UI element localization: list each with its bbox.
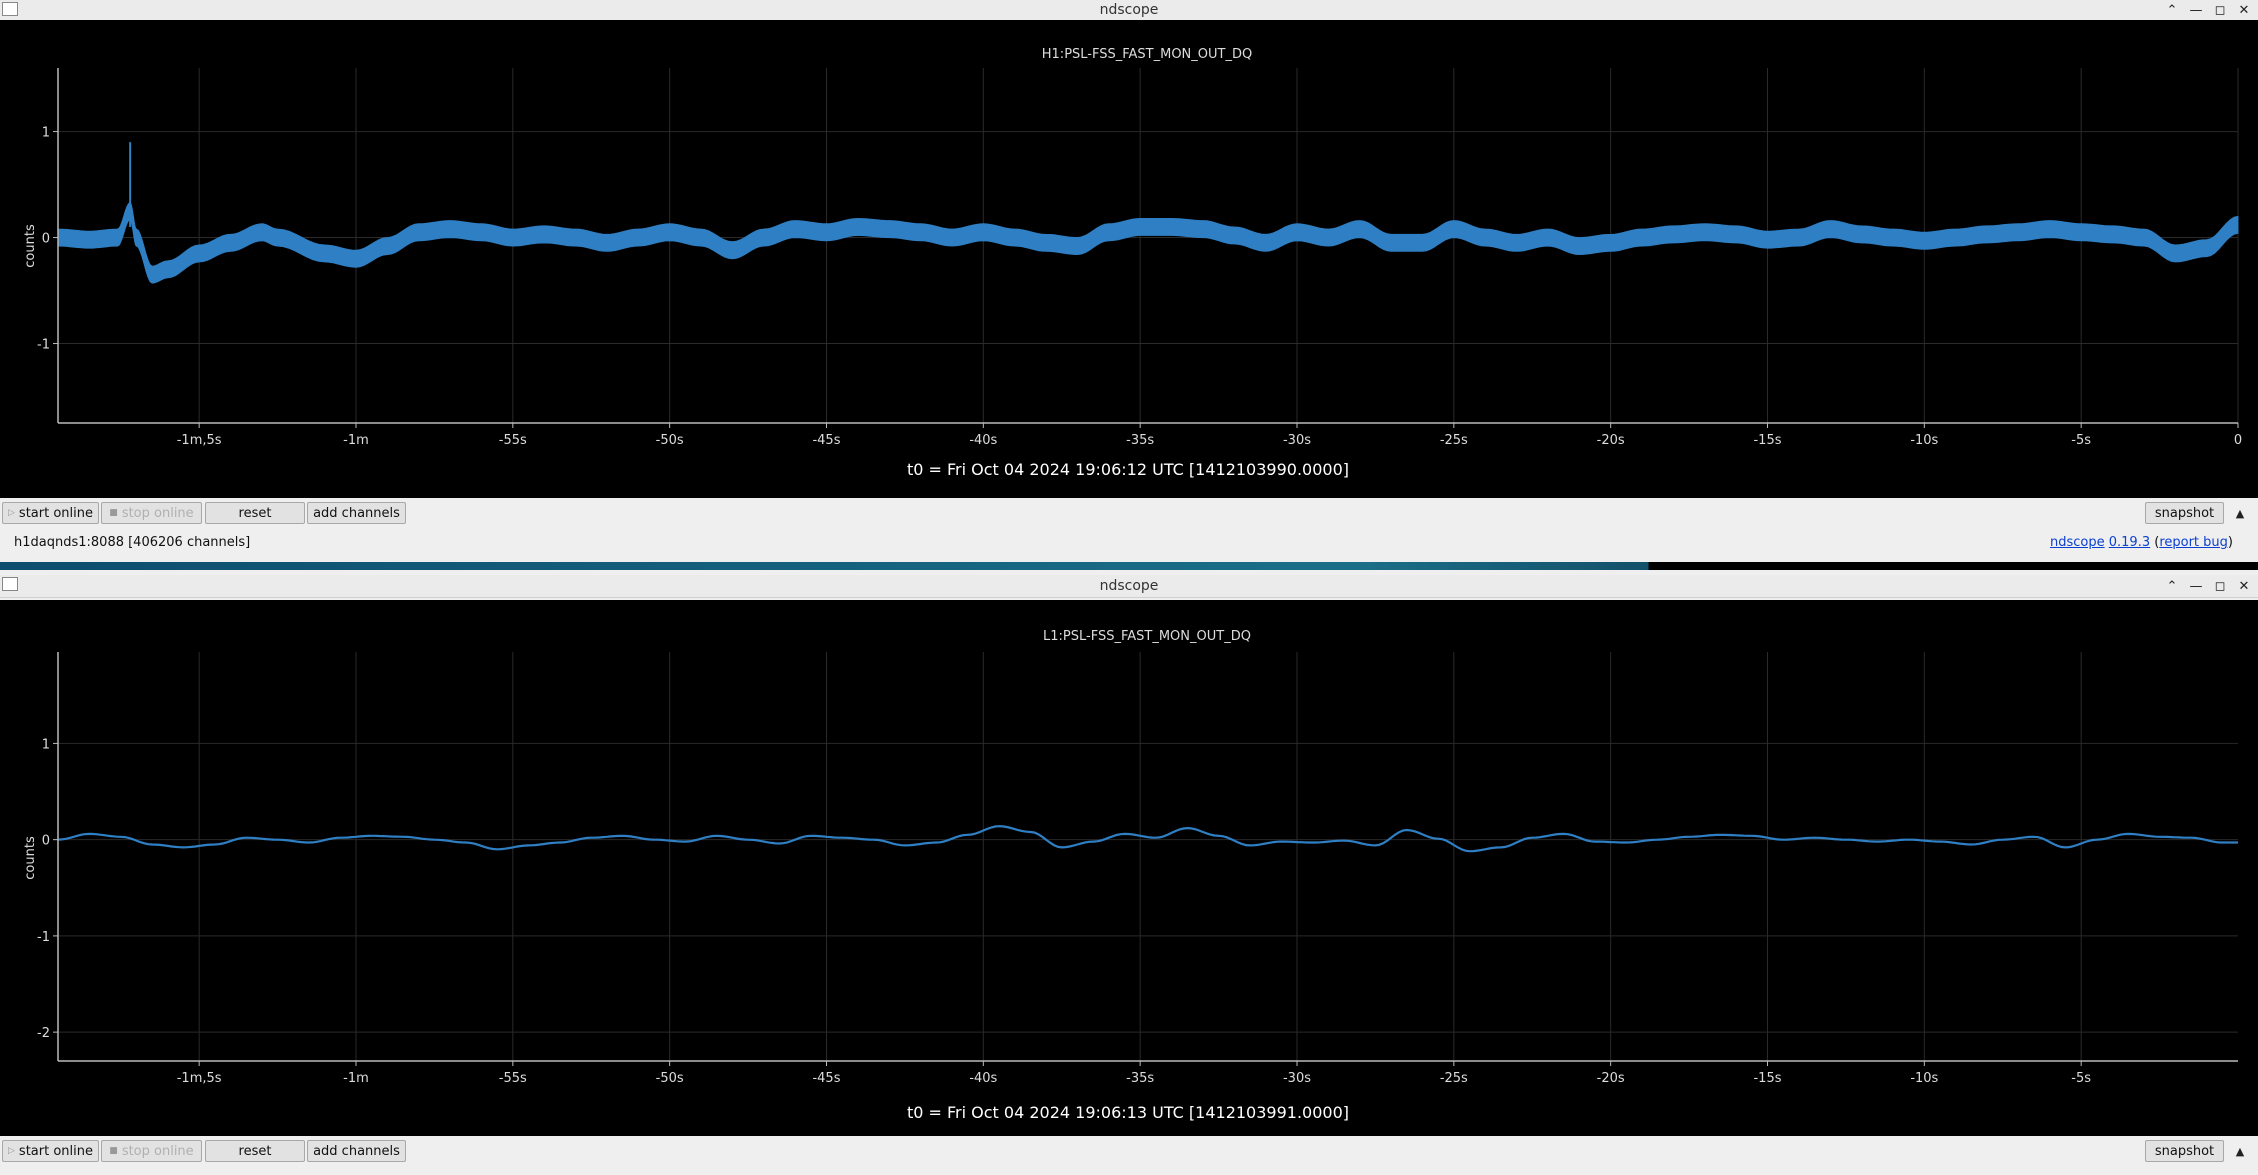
x-tick-label: -30s [1283,1071,1311,1086]
y-axis-label: counts [23,836,38,880]
y-ticks: 1 0 -1 -2 [37,737,58,1041]
status-bar: h1daqnds1:8088 [406206 channels] ndscope… [0,530,2258,556]
x-tick-label: -1m [343,1071,369,1086]
snapshot-button[interactable]: snapshot [2145,1140,2224,1162]
x-tick-label: -20s [1597,433,1625,448]
progress-divider [0,562,2258,570]
y-axis-label: counts [23,224,38,268]
reset-button[interactable]: reset [205,502,305,524]
window-title: ndscope [1099,578,1159,594]
snapshot-button[interactable]: snapshot [2145,502,2224,524]
t0-label: t0 = Fri Oct 04 2024 19:06:13 UTC [14121… [907,1103,1349,1122]
y-tick-label: -1 [37,338,50,353]
version-info: ndscope 0.19.3 (report bug) [2049,535,2233,550]
x-tick-label: -1m,5s [177,433,222,448]
stop-online-button[interactable]: ■ stop online [101,1140,202,1162]
x-tick-label: -35s [1126,1071,1154,1086]
stop-online-label: stop online [121,1143,194,1159]
expand-up-icon[interactable]: ▲ [2235,1144,2245,1158]
minimize-icon[interactable]: — [2189,578,2203,594]
x-tick-label: -35s [1126,433,1154,448]
app-icon [2,2,18,16]
x-tick-label: -40s [969,433,997,448]
server-info: h1daqnds1:8088 [406206 channels] [14,535,251,550]
minimize-icon[interactable]: — [2189,2,2203,18]
y-tick-label: 0 [42,232,50,247]
x-tick-label: -5s [2071,1071,2091,1086]
x-tick-label: -50s [656,433,684,448]
x-ticks: -1m,5s -1m -55s -50s -45s -40s -35s -30s -25s -20… [177,1061,2091,1086]
stop-online-button[interactable]: ■ stop online [101,502,202,524]
x-tick-label: -40s [969,1071,997,1086]
maximize-icon[interactable]: ◻ [2214,578,2226,594]
ndscope-link[interactable]: ndscope [2049,535,2105,550]
start-online-label: start online [18,505,93,521]
grid [58,652,2238,1061]
x-tick-label: 0 [2234,433,2242,448]
y-tick-label: 1 [42,126,50,141]
stop-icon: ■ [109,508,118,518]
t0-label: t0 = Fri Oct 04 2024 19:06:12 UTC [14121… [907,460,1349,479]
version-link[interactable]: 0.19.3 [2108,535,2151,550]
toolbar-2: ▷ start online ■ stop online reset add cha… [0,1136,2258,1175]
trace [57,825,2238,853]
close-icon[interactable]: ✕ [2238,578,2250,594]
start-online-label: start online [18,1143,93,1159]
plot-panel-2[interactable]: L1:PSL-FSS_FAST_MON_OUT_DQ counts 1 0 -1 -2… [0,600,2258,1137]
expand-up-icon[interactable]: ▲ [2235,506,2245,520]
play-icon: ▷ [8,508,15,518]
window-titlebar-2[interactable]: ndscope ⌃ — ◻ ✕ [0,575,2258,598]
x-tick-label: -20s [1597,1071,1625,1086]
stop-icon: ■ [109,1146,118,1156]
x-tick-label: -1m,5s [177,1071,222,1086]
play-icon: ▷ [8,1146,15,1156]
x-tick-label: -45s [812,433,840,448]
window-title: ndscope [1099,2,1159,18]
x-tick-label: -25s [1440,1071,1468,1086]
app-icon [2,577,18,591]
x-ticks: -1m,5s -1m -55s -50s -45s -40s -35s -30s -25s -20… [177,423,2242,448]
start-online-button[interactable]: ▷ start online [2,502,99,524]
x-tick-label: -45s [812,1071,840,1086]
add-channels-button[interactable]: add channels [307,1140,406,1162]
start-online-button[interactable]: ▷ start online [2,1140,99,1162]
y-ticks: 1 0 -1 [37,126,58,353]
x-tick-label: -1m [343,433,369,448]
toolbar: ▷ start online ■ stop online reset add cha… [0,498,2258,528]
close-icon[interactable]: ✕ [2238,2,2250,18]
shade-up-icon[interactable]: ⌃ [2166,578,2178,594]
x-tick-label: -15s [1753,433,1781,448]
y-tick-label: 1 [42,737,50,752]
signal-band [57,201,2239,284]
channel-title[interactable]: H1:PSL-FSS_FAST_MON_OUT_DQ [1042,47,1252,62]
y-tick-label: 0 [42,834,50,849]
channel-title[interactable]: L1:PSL-FSS_FAST_MON_OUT_DQ [1043,629,1251,644]
stop-online-label: stop online [121,505,194,521]
x-tick-label: -15s [1753,1071,1781,1086]
maximize-icon[interactable]: ◻ [2214,2,2226,18]
trace [57,142,2239,284]
add-channels-button[interactable]: add channels [307,502,406,524]
x-tick-label: -25s [1440,433,1468,448]
x-tick-label: -5s [2071,433,2091,448]
shade-up-icon[interactable]: ⌃ [2166,2,2178,18]
x-tick-label: -30s [1283,433,1311,448]
x-tick-label: -10s [1910,433,1938,448]
plot-panel[interactable]: H1:PSL-FSS_FAST_MON_OUT_DQ counts 1 0 -1 -… [0,20,2258,500]
x-tick-label: -50s [656,1071,684,1086]
plot-svg[interactable]: L1:PSL-FSS_FAST_MON_OUT_DQ counts 1 0 -1 -2… [0,600,2258,1137]
report-bug-link[interactable]: report bug [2159,535,2228,550]
window-titlebar[interactable]: ndscope ⌃ — ◻ ✕ [0,0,2258,21]
x-tick-label: -10s [1910,1071,1938,1086]
signal-line [57,825,2238,853]
x-tick-label: -55s [499,433,527,448]
plot-svg[interactable]: H1:PSL-FSS_FAST_MON_OUT_DQ counts 1 0 -1 -… [0,20,2258,500]
y-tick-label: -2 [37,1026,50,1041]
y-tick-label: -1 [37,930,50,945]
reset-button[interactable]: reset [205,1140,305,1162]
x-tick-label: -55s [499,1071,527,1086]
